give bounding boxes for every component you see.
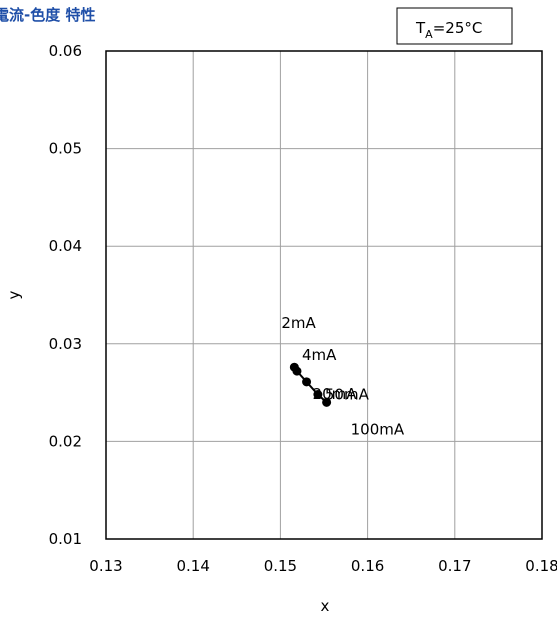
x-axis-label: x bbox=[321, 597, 330, 615]
condition-rest: =25°C bbox=[433, 19, 483, 37]
y-axis-label: y bbox=[5, 290, 23, 299]
x-tick-label: 0.17 bbox=[438, 557, 471, 575]
data-point bbox=[302, 377, 312, 387]
y-tick-label: 0.06 bbox=[49, 42, 82, 60]
y-tick-label: 0.01 bbox=[49, 530, 82, 548]
data-label: 4mA bbox=[302, 346, 337, 364]
data-point bbox=[292, 366, 302, 376]
data-label: 20mA bbox=[313, 385, 358, 403]
data-label: 2mA bbox=[281, 314, 316, 332]
y-axis-ticks: 0.01 0.02 0.03 0.04 0.05 0.06 bbox=[49, 42, 82, 548]
plot-area-frame bbox=[105, 50, 543, 540]
x-axis-ticks: 0.13 0.14 0.15 0.16 0.17 0.18 bbox=[89, 557, 557, 575]
condition-box-frame bbox=[396, 7, 513, 45]
condition-sub: A bbox=[425, 28, 433, 41]
series-layer bbox=[289, 362, 332, 407]
y-tick-label: 0.03 bbox=[49, 335, 82, 353]
data-label: 50mA bbox=[325, 386, 370, 404]
y-tick-label: 0.05 bbox=[49, 140, 82, 158]
y-tick-label: 0.02 bbox=[49, 432, 82, 450]
chart-title: 電流-色度 特性 bbox=[0, 6, 95, 24]
data-point bbox=[322, 397, 332, 407]
data-point bbox=[313, 390, 323, 400]
condition-label: TA=25°C bbox=[415, 19, 482, 41]
x-tick-label: 0.13 bbox=[89, 557, 122, 575]
x-tick-label: 0.14 bbox=[176, 557, 209, 575]
grid bbox=[106, 51, 542, 539]
condition-box: TA=25°C bbox=[396, 7, 513, 45]
y-tick-label: 0.04 bbox=[49, 237, 82, 255]
condition-main: T bbox=[415, 19, 426, 37]
x-tick-label: 0.18 bbox=[525, 557, 557, 575]
x-tick-label: 0.16 bbox=[351, 557, 384, 575]
x-tick-label: 0.15 bbox=[264, 557, 297, 575]
data-label: 100mA bbox=[351, 420, 405, 438]
